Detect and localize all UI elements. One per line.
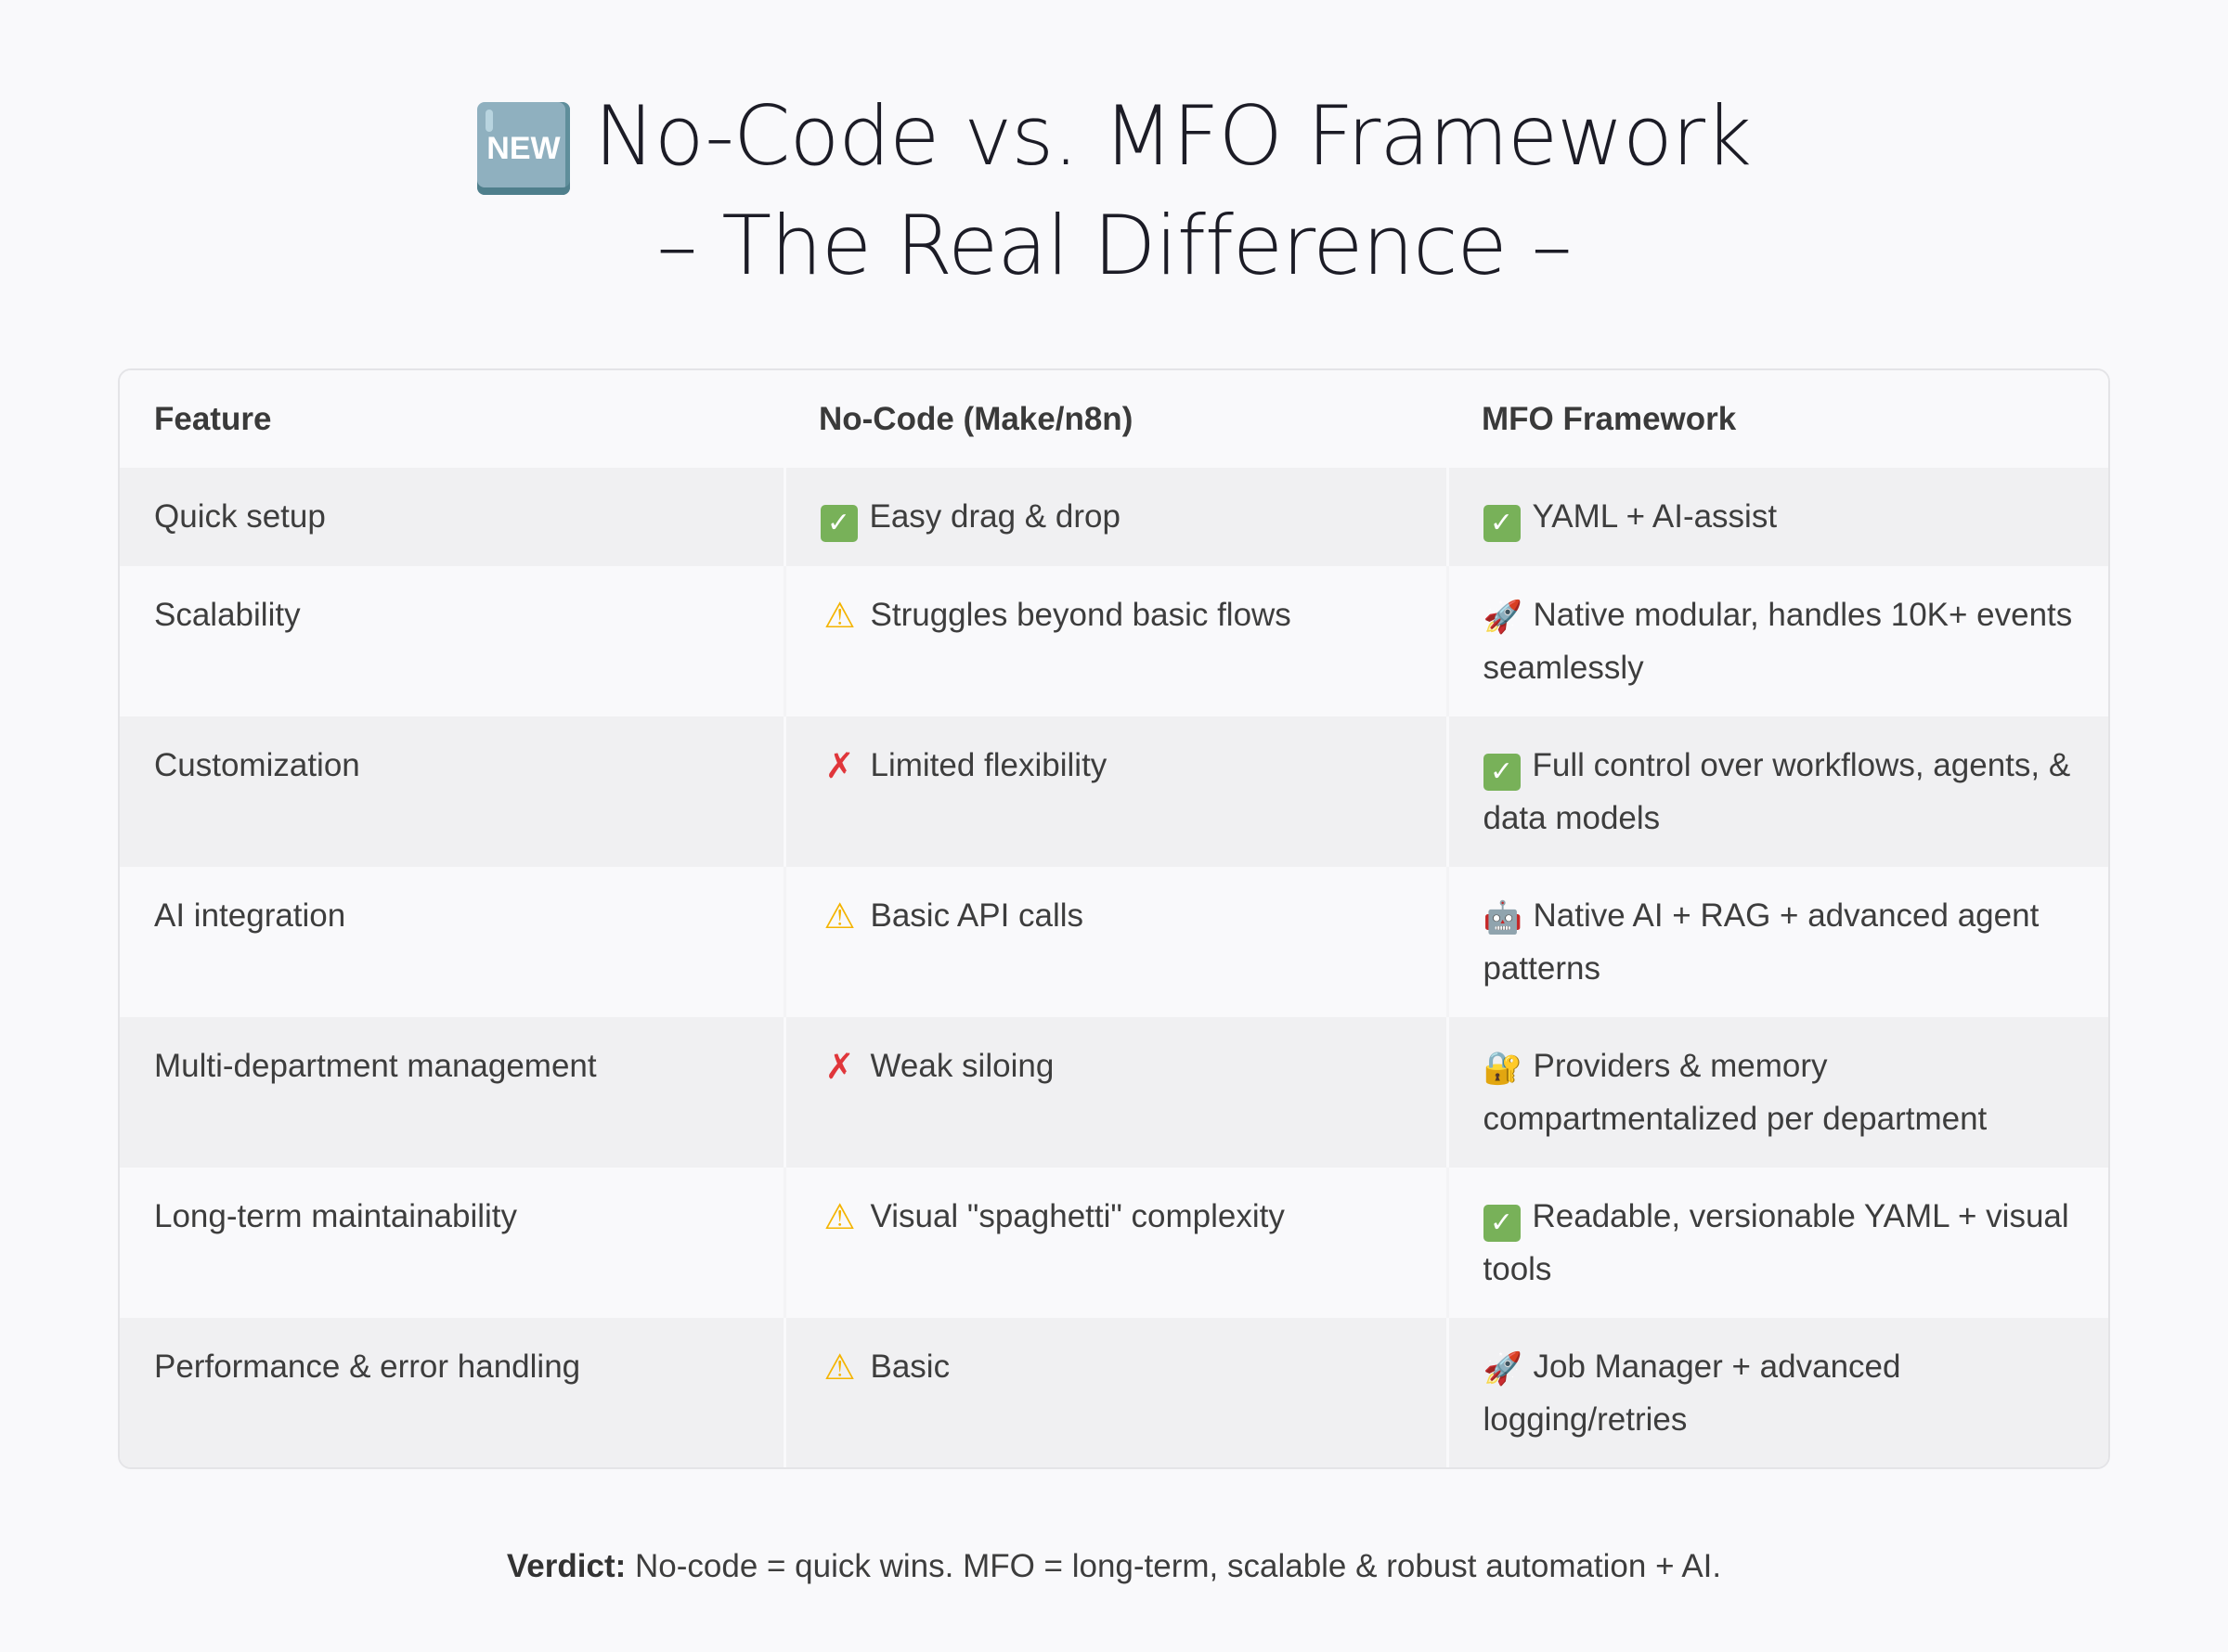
check-mark-icon: ✓ [1483,754,1521,791]
nocode-text: Limited flexibility [870,747,1108,783]
check-mark-icon: ✓ [1483,1205,1521,1242]
feature-cell: Quick setup [120,468,784,566]
table-header-row: Feature No-Code (Make/n8n) MFO Framework [120,370,2108,468]
feature-cell: AI integration [120,867,784,1017]
cross-mark-icon: ✗ [824,745,855,786]
warning-icon: ⚠ [823,1196,856,1237]
nocode-cell: ⚠ Struggles beyond basic flows [783,566,1447,716]
mfo-text: Native modular, handles 10K+ events seam… [1483,597,2073,686]
mfo-text: Native AI + RAG + advanced agent pattern… [1483,897,2040,987]
table-row: Long-term maintainability ⚠ Visual "spagh… [120,1168,2108,1318]
table-row: Performance & error handling ⚠ Basic 🚀 Job… [120,1318,2108,1467]
feature-cell: Performance & error handling [120,1318,784,1467]
mfo-text: Providers & memory compartmentalized per… [1483,1048,1988,1137]
title-line-2: – The Real Difference – [656,198,1572,293]
warning-icon: ⚠ [823,595,856,636]
mfo-text: Readable, versionable YAML + visual tool… [1483,1198,2069,1287]
feature-cell: Scalability [120,566,784,716]
table-row: Multi-department management ✗ Weak siloin… [120,1017,2108,1168]
warning-icon: ⚠ [823,896,856,936]
mfo-cell: 🚀 Job Manager + advanced logging/retries [1445,1318,2108,1467]
warning-icon: ⚠ [823,1347,856,1387]
lock-with-key-icon: 🔐 [1483,1050,1522,1087]
mfo-cell: ✓ YAML + AI-assist [1445,468,2108,566]
table-row: AI integration ⚠ Basic API calls 🤖 Native … [120,867,2108,1017]
verdict-label: Verdict: [506,1548,627,1584]
mfo-text: Job Manager + advanced logging/retries [1483,1349,1901,1438]
verdict-text: No-code = quick wins. MFO = long-term, s… [626,1548,1722,1584]
nocode-cell: ✗ Limited flexibility [783,716,1447,867]
mfo-cell: 🚀 Native modular, handles 10K+ events sea… [1445,566,2108,716]
nocode-text: Struggles beyond basic flows [870,597,1291,633]
feature-cell: Multi-department management [120,1017,784,1168]
mfo-cell: ✓ Full control over workflows, agents, & … [1445,716,2108,867]
nocode-text: Weak siloing [870,1048,1055,1084]
table-row: Scalability ⚠ Struggles beyond basic flow… [120,566,2108,716]
rocket-icon: 🚀 [1483,599,1522,636]
title-line-1: NEW No-Code vs. MFO Framework [0,85,2228,195]
feature-cell: Long-term maintainability [120,1168,784,1318]
mfo-text: Full control over workflows, agents, & d… [1483,747,2071,836]
nocode-cell: ✓ Easy drag & drop [783,468,1447,566]
check-mark-icon: ✓ [1483,505,1521,542]
rocket-icon: 🚀 [1483,1350,1522,1387]
verdict: Verdict: No-code = quick wins. MFO = lon… [0,1543,2228,1590]
nocode-text: Basic [870,1349,951,1385]
feature-cell: Customization [120,716,784,867]
nocode-text: Basic API calls [870,897,1084,934]
check-mark-icon: ✓ [820,505,858,542]
nocode-cell: ✗ Weak siloing [783,1017,1447,1168]
nocode-cell: ⚠ Basic [783,1318,1447,1467]
header-mfo: MFO Framework [1447,370,2108,468]
table-row: Quick setup ✓ Easy drag & drop ✓ YAML + AI… [120,468,2108,566]
mfo-cell: ✓ Readable, versionable YAML + visual too… [1445,1168,2108,1318]
nocode-text: Easy drag & drop [869,498,1120,535]
mfo-cell: 🤖 Native AI + RAG + advanced agent patter… [1445,867,2108,1017]
title-text-main: No-Code vs. MFO Framework [593,88,1752,184]
mfo-text: YAML + AI-assist [1532,498,1778,535]
nocode-text: Visual "spaghetti" complexity [870,1198,1285,1234]
header-nocode: No-Code (Make/n8n) [784,370,1447,468]
header-feature: Feature [120,370,784,468]
page-title: NEW No-Code vs. MFO Framework – The Real … [0,85,2228,297]
nocode-cell: ⚠ Basic API calls [783,867,1447,1017]
mfo-cell: 🔐 Providers & memory compartmentalized pe… [1445,1017,2108,1168]
new-button-icon: NEW [476,102,570,195]
cross-mark-icon: ✗ [824,1046,855,1087]
nocode-cell: ⚠ Visual "spaghetti" complexity [783,1168,1447,1318]
robot-icon: 🤖 [1483,899,1522,936]
comparison-table: Feature No-Code (Make/n8n) MFO Framework… [118,368,2110,1469]
table-row: Customization ✗ Limited flexibility ✓ Full… [120,716,2108,867]
